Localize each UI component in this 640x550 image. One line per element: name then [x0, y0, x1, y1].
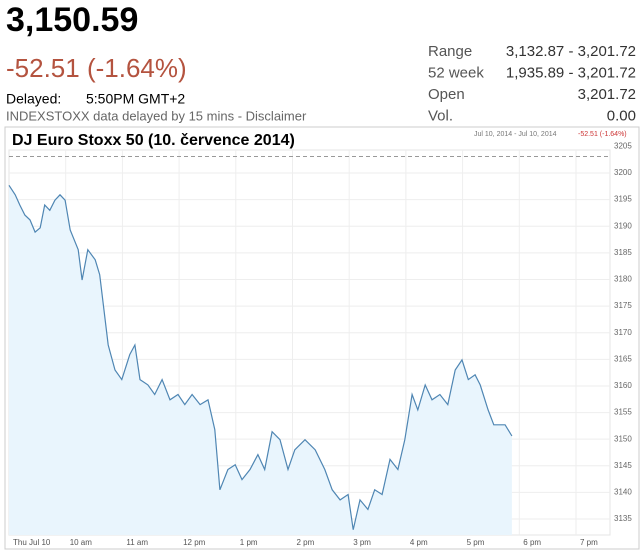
y-tick-label: 3180 [614, 275, 632, 284]
area [9, 185, 512, 536]
y-tick-label: 3140 [614, 488, 632, 497]
stat-label: 52 week [428, 64, 484, 81]
y-tick-label: 3205 [614, 142, 632, 151]
y-tick-label: 3150 [614, 434, 632, 443]
x-tick-label: 6 pm [523, 538, 541, 547]
y-tick-label: 3160 [614, 381, 632, 390]
y-tick-label: 3145 [614, 461, 632, 470]
y-tick-label: 3135 [614, 514, 632, 523]
x-tick-label: 11 am [126, 538, 148, 547]
x-tick-label: 12 pm [183, 538, 206, 547]
change: -52.51 (-1.64%) [6, 53, 187, 83]
plot: 3135 3140 3145 3150 3155 3160 3165 3170 3175 3180… [8, 142, 632, 547]
y-tick-label: 3165 [614, 354, 632, 363]
x-tick-label: 5 pm [467, 538, 485, 547]
price-line [8, 184, 513, 530]
y-tick-label: 3175 [614, 301, 632, 310]
x-tick-label: 10 am [70, 538, 93, 547]
y-tick-label: 3170 [614, 328, 632, 337]
change-label: -52.51 (-1.64%) [578, 131, 627, 138]
delayed-time: 5:50PM GMT+2 [86, 91, 185, 107]
stat-value: 1,935.89 - 3,201.72 [506, 64, 636, 81]
y-tick-label: 3185 [614, 248, 632, 257]
range-label: Jul 10, 2014 - Jul 10, 2014 [474, 131, 557, 138]
stat-value: 3,132.87 - 3,201.72 [506, 43, 636, 60]
stat-value: 3,201.72 [578, 86, 636, 103]
x-tick-label: 1 pm [240, 538, 258, 547]
stat-value: 0.00 [607, 107, 636, 124]
stats: Range 3,132.87 - 3,201.72 52 week 1,935.89 … [428, 43, 636, 125]
x-tick-label: Thu Jul 10 [13, 538, 51, 547]
delayed-label: Delayed: [6, 91, 61, 107]
x-tick-label: 4 pm [410, 538, 428, 547]
stat-label: Range [428, 43, 472, 60]
delay-note[interactable]: INDEXSTOXX data delayed by 15 mins - Dis… [6, 108, 307, 123]
x-tick-label: 2 pm [296, 538, 314, 547]
stat-label: Vol. [428, 107, 453, 124]
chart-title: DJ Euro Stoxx 50 (10. července 2014) [12, 132, 295, 149]
y-tick-label: 3190 [614, 221, 632, 230]
y-tick-label: 3195 [614, 195, 632, 204]
y-tick-label: 3200 [614, 168, 632, 177]
x-tick-label: 3 pm [353, 538, 371, 547]
price: 3,150.59 [6, 1, 138, 39]
x-tick-label: 7 pm [580, 538, 598, 547]
stat-label: Open [428, 86, 465, 103]
y-tick-label: 3155 [614, 408, 632, 417]
